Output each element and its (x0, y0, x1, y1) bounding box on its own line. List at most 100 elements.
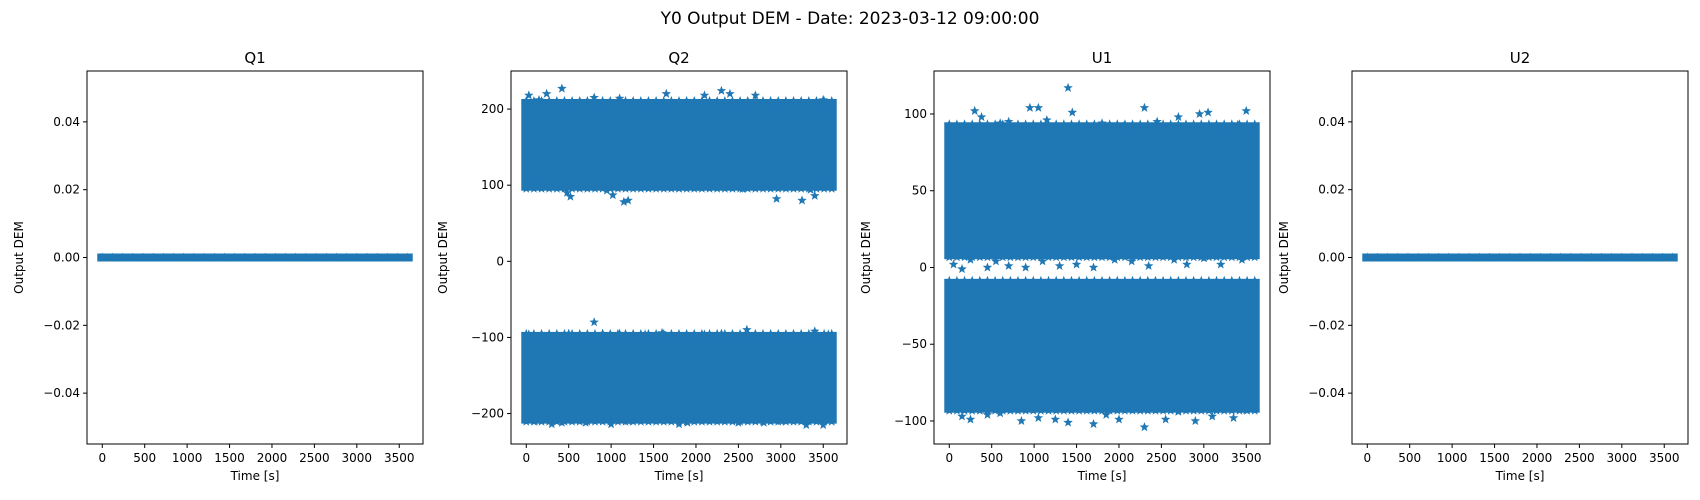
data-point (720, 328, 730, 338)
data-point (1097, 118, 1107, 128)
data-point (544, 416, 554, 426)
data-point (614, 328, 625, 338)
data-point (1143, 275, 1153, 285)
data-point (720, 416, 730, 426)
data-point (804, 328, 814, 338)
data-point (1494, 252, 1505, 262)
subplot-title: U2 (1510, 49, 1531, 67)
data-point (1237, 254, 1247, 264)
data-point (547, 419, 557, 429)
figure-title: Y0 Output DEM - Date: 2023-03-12 09:00:0… (660, 9, 1040, 29)
data-point (1166, 405, 1176, 415)
data-point (727, 328, 738, 338)
data-point (1150, 405, 1161, 415)
data-point (1204, 405, 1214, 415)
data-point (697, 96, 707, 105)
data-point (1097, 405, 1107, 415)
data-point (250, 252, 260, 262)
data-point (666, 96, 677, 105)
data-point (1036, 275, 1046, 285)
y-axis-label: Output DEM (436, 221, 450, 294)
data-point (1181, 405, 1191, 415)
data-point (811, 96, 822, 105)
data-point (823, 329, 834, 339)
x-axis-label: Time [s] (654, 469, 704, 483)
x-tick-label: 2000 (257, 451, 288, 465)
data-point (1204, 252, 1214, 262)
data-point (628, 328, 638, 338)
data-point (704, 96, 715, 105)
y-tick-label: 100 (904, 107, 927, 121)
data-point (1104, 119, 1115, 129)
data-point (1158, 252, 1168, 262)
y-tick-label: −200 (471, 407, 504, 421)
data-point (260, 252, 270, 262)
data-point (341, 252, 352, 262)
data-point (552, 96, 562, 105)
data-point (1647, 252, 1658, 262)
data-point (597, 96, 608, 105)
x-tick-label: 3000 (1189, 451, 1220, 465)
data-point (704, 183, 715, 193)
data-point (1250, 252, 1260, 262)
x-tick-label: 3500 (1231, 451, 1262, 465)
data-point (1135, 252, 1145, 262)
data-point (1173, 406, 1184, 416)
data-point (1082, 119, 1092, 129)
data-point (990, 275, 1000, 285)
x-tick-label: 0 (945, 451, 953, 465)
data-point (1051, 405, 1061, 415)
data-point (1074, 119, 1084, 129)
data-point (382, 252, 393, 262)
data-point (1535, 252, 1546, 262)
data-point (1241, 405, 1251, 415)
data-band (944, 278, 1260, 413)
data-point (1182, 259, 1192, 269)
data-point (567, 183, 577, 193)
data-point (1127, 275, 1138, 285)
data-point (651, 328, 661, 338)
data-point (716, 85, 727, 95)
x-tick-label: 3000 (1607, 451, 1638, 465)
data-point (1545, 252, 1556, 262)
data-point (628, 183, 638, 193)
data-point (613, 416, 623, 426)
data-point (952, 252, 962, 262)
data-point (1036, 405, 1046, 415)
subplot-title: Q1 (244, 49, 265, 67)
data-point (689, 416, 699, 426)
data-point (620, 96, 631, 105)
x-tick-label: 500 (1398, 451, 1421, 465)
data-point (810, 326, 820, 336)
data-point (1219, 252, 1229, 262)
data-band (521, 98, 837, 191)
y-axis-label: Output DEM (1277, 221, 1291, 294)
data-point (1188, 252, 1199, 262)
data-point (796, 96, 806, 105)
data-point (1158, 275, 1168, 285)
data-point (623, 195, 633, 205)
data-point (1227, 252, 1237, 262)
data-point (352, 252, 362, 262)
data-point (959, 252, 970, 262)
data-point (219, 252, 230, 262)
data-point (301, 252, 311, 262)
data-point (1188, 405, 1199, 415)
data-point (758, 183, 768, 193)
data-point (827, 416, 837, 426)
x-tick-label: 1000 (596, 451, 627, 465)
data-point (1013, 252, 1023, 262)
data-point (636, 180, 646, 190)
subplot-panels: 0 500 1000 1500 2000 2500 3000 3500−0.04−0.020.… (12, 49, 1689, 483)
data-point (944, 252, 954, 262)
data-point (392, 252, 403, 262)
data-point (1050, 414, 1061, 424)
data-point (1190, 416, 1201, 425)
data-point (536, 183, 547, 193)
x-tick-label: 2500 (1146, 451, 1177, 465)
y-tick-label: 100 (481, 178, 504, 192)
data-point (643, 416, 654, 426)
data-point (1196, 119, 1206, 129)
data-point (606, 419, 616, 429)
data-point (712, 183, 722, 193)
